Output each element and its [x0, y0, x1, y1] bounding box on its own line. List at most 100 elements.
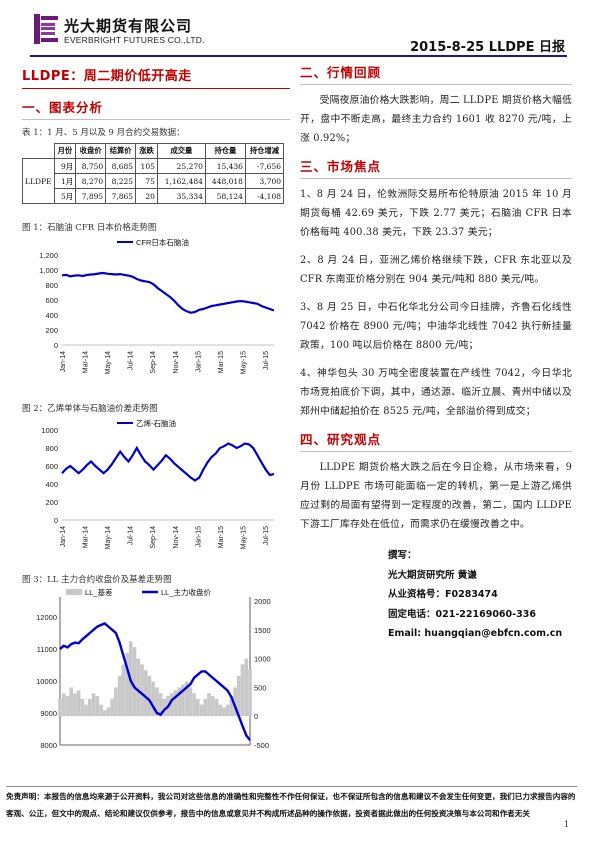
header-rule — [30, 55, 567, 57]
basis-bar — [80, 698, 85, 717]
everbright-logo-icon — [34, 14, 58, 44]
basis-bar — [65, 696, 70, 717]
x-tick-label: Jul-15 — [263, 526, 270, 545]
table-cell: 8,270 — [75, 173, 107, 189]
table-cell: 8,750 — [75, 158, 107, 174]
basis-bar — [121, 664, 126, 717]
section-2-rule — [300, 84, 572, 85]
table-cell: 75 — [135, 173, 158, 189]
table-cell: 7,895 — [75, 188, 107, 204]
research-view-paragraph: LLDPE 期货价格大跌之后在今日企稳，从市场来看，9 月份 LLDPE 市场可… — [300, 462, 572, 530]
basis-bar — [218, 704, 222, 717]
basis-bar — [88, 698, 92, 717]
legend-label-close: LL_主力收盘价 — [161, 587, 212, 597]
ll-close-basis-chart: LL_基差 LL_主力收盘价80009000100001100012000-500… — [36, 587, 271, 750]
table-1-caption: 表 1：1 月、5 月以及 9 月合约交易数据： — [22, 128, 185, 138]
x-tick-label: Mar-14 — [83, 526, 90, 548]
x-tick-label: Jan-14 — [60, 526, 67, 548]
table-cell: 35,334 — [156, 188, 206, 204]
author-phone: 固定电话：021-22169060-336 — [388, 608, 536, 620]
y-tick-label: 800 — [45, 444, 58, 453]
table-cell: 3,700 — [244, 173, 285, 189]
basis-bar — [229, 696, 234, 717]
x-tick-label: Mar-14 — [83, 351, 90, 373]
y-left-tick-label: 11000 — [37, 645, 57, 654]
table-cell: 58,124 — [204, 188, 246, 204]
table-cell: 5月 — [53, 188, 77, 204]
basis-bar — [61, 693, 66, 717]
basis-bar — [233, 687, 237, 717]
disclaimer-text: 免责声明：本报告的信息均来源于公开资料，我公司对这些信息的准确性和完整性不作任何… — [6, 792, 576, 818]
y-tick-label: 200 — [45, 326, 58, 335]
y-left-tick-label: 8000 — [40, 741, 57, 750]
legend-swatch-basis — [66, 589, 82, 595]
y-tick-label: 400 — [45, 311, 58, 320]
x-tick-label: Jul-14 — [128, 351, 135, 370]
y-right-tick-label: 2000 — [254, 597, 271, 606]
y-tick-label: 1,000 — [39, 266, 58, 275]
author-block: 撰写： 光大期货研究所 黄谦 从业资格号：F0283474 固定电话：021-2… — [388, 546, 572, 644]
ethylene-naphtha-spread-chart: 乙烯-石脑油 0 200 400 600 800 1000 Jan-14 Mar-14 May-1… — [41, 418, 275, 549]
basis-bar — [214, 698, 219, 717]
basis-bar — [203, 698, 208, 717]
figure-1-caption: 图 1：石脑油 CFR 日本价格走势图 — [22, 223, 157, 233]
table-row: LLDPE 9月 8,750 8,685 105 25,270 15,436 -… — [22, 158, 285, 204]
author-email[interactable]: Email: huangqian@ebfcn.com.cn — [388, 628, 563, 639]
basis-bar — [244, 658, 249, 717]
section-4-heading: 四、研究观点 — [300, 432, 382, 447]
table-header: 涨跌 — [135, 143, 158, 159]
section-1-rule — [22, 119, 290, 120]
basis-bar — [147, 675, 152, 717]
series-line — [61, 271, 275, 314]
focus-item-2: 2、8 月 24 日，亚洲乙烯价格继续下跌，CFR 东北亚以及 CFR 东南亚价… — [300, 255, 572, 285]
basis-bar — [143, 670, 148, 717]
basis-bar — [199, 704, 204, 717]
basis-bar — [181, 684, 185, 717]
table-header: 成交量 — [156, 143, 206, 159]
y-tick-label: 800 — [45, 281, 58, 290]
x-tick-label: Jul-14 — [128, 526, 135, 545]
basis-bar — [155, 687, 159, 717]
basis-bar — [95, 696, 100, 717]
basis-bar — [170, 693, 174, 717]
report-date-title: 2015-8-25 LLDPE 日报 — [410, 40, 565, 55]
basis-bar — [240, 664, 245, 717]
table-row: 1月 8,270 8,225 75 1,162,484 448,018 3,70… — [23, 173, 285, 189]
basis-bar — [151, 681, 155, 717]
disclaimer-rule — [6, 786, 577, 787]
table-cell: 105 — [135, 158, 158, 174]
basis-bar — [117, 675, 122, 717]
basis-bar — [69, 687, 73, 717]
table-cell: -7,656 — [244, 158, 285, 174]
basis-bar — [188, 687, 193, 717]
figure-3-caption: 图 3：LL 主力合约收盘价及基差走势图 — [22, 575, 172, 585]
table-header: 持仓增减 — [244, 143, 285, 159]
basis-bar — [248, 670, 252, 717]
legend-label-basis: LL_基差 — [85, 587, 113, 597]
table-cell: 25,270 — [156, 158, 206, 174]
y-left-tick-label: 10000 — [36, 677, 57, 686]
close-price-line — [59, 621, 251, 741]
series-line — [61, 442, 275, 482]
basis-bar — [99, 704, 103, 717]
table-header: 持仓量 — [204, 143, 246, 159]
basis-bar — [192, 693, 196, 717]
x-tick-label: Sep-14 — [150, 351, 157, 374]
basis-bar — [222, 707, 226, 717]
basis-bar — [162, 698, 167, 717]
basis-bar — [177, 687, 181, 717]
x-tick-label: Mar-15 — [218, 351, 225, 373]
table-cell: 1月 — [53, 173, 77, 189]
y-left-tick-label: 9000 — [40, 709, 57, 718]
y-tick-label: 600 — [45, 462, 58, 471]
author-license: 从业资格号：F0283474 — [388, 589, 498, 600]
x-tick-label: Jan-15 — [195, 351, 202, 373]
table-cell: -4,108 — [244, 188, 285, 204]
section-2-heading: 二、行情回顾 — [300, 65, 382, 80]
table-cell: 1,162,484 — [156, 173, 206, 189]
table-header-row: 月份 收盘价 结算价 涨跌 成交量 持仓量 持仓增减 — [23, 143, 285, 159]
x-tick-label: Jul-15 — [263, 351, 270, 370]
x-tick-label: Nov-14 — [173, 526, 180, 549]
focus-item-3: 3、8 月 25 日，中石化华北分公司今日挂牌，齐鲁石化线性 7042 价格在 … — [300, 302, 572, 351]
y-right-tick-label: 1000 — [254, 655, 271, 664]
